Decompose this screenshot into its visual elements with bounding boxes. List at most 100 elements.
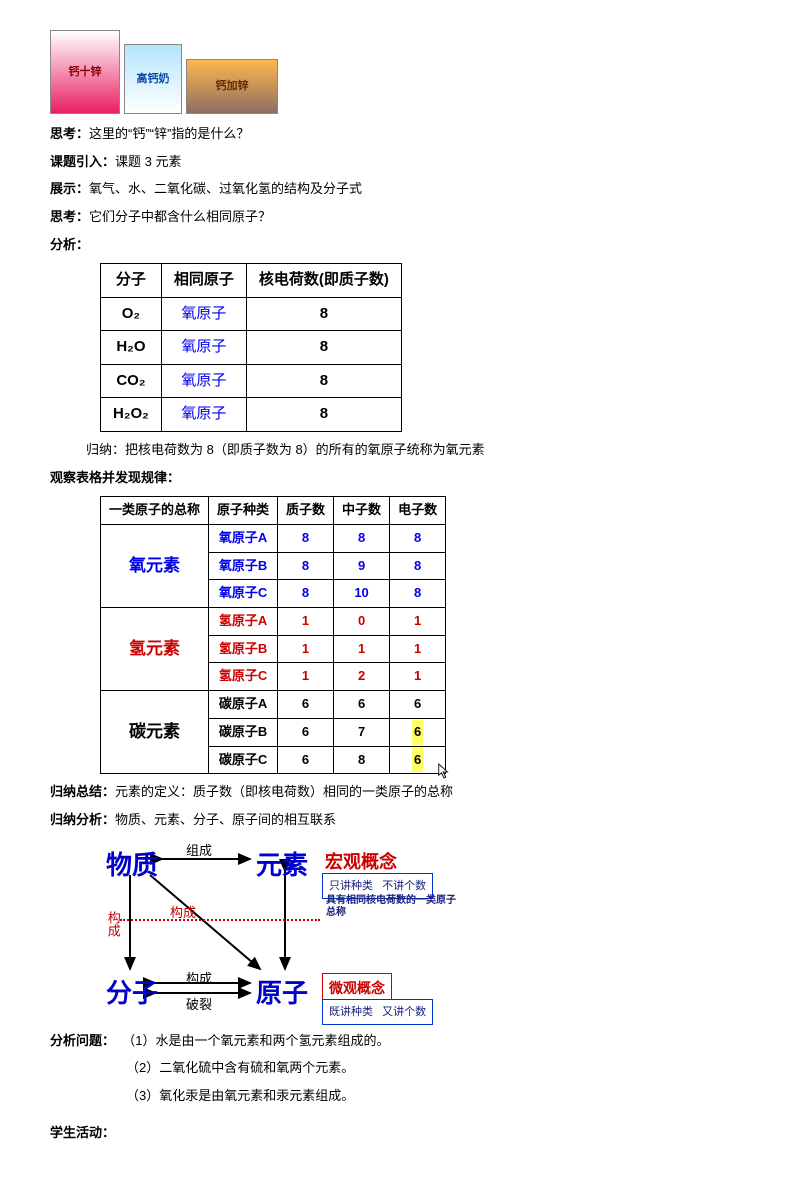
product-box-3: 钙加锌 xyxy=(186,59,278,114)
analyze-label: 分析： xyxy=(50,233,750,258)
t2-n: 1 xyxy=(334,635,390,663)
analyze2-line: 归纳分析：物质、元素、分子、原子间的相互联系 xyxy=(50,808,750,833)
t2-p: 6 xyxy=(278,718,334,746)
t2-p: 1 xyxy=(278,663,334,691)
t2-p: 1 xyxy=(278,635,334,663)
table-row: 分子 相同原子 核电荷数(即质子数) xyxy=(101,264,402,298)
t2-element: 碳元素 xyxy=(101,691,209,774)
table-row: H₂O₂氧原子8 xyxy=(101,398,402,432)
think-1-label: 思考： xyxy=(50,126,89,141)
t2-n: 2 xyxy=(334,663,390,691)
think-1: 思考：这里的“钙”“锌”指的是什么？ xyxy=(50,122,750,147)
table-1: 分子 相同原子 核电荷数(即质子数) O₂氧原子8 H₂O氧原子8 CO₂氧原子… xyxy=(100,263,402,432)
macro-sub: 具有相同核电荷数的一类原子总称 xyxy=(326,895,460,919)
t2-h4: 中子数 xyxy=(334,497,390,525)
table-row: O₂氧原子8 xyxy=(101,297,402,331)
node-yuanzi: 原子 xyxy=(256,969,308,1018)
t2-p: 6 xyxy=(278,691,334,719)
t2-atom: 碳原子C xyxy=(209,746,278,774)
dashed-divider xyxy=(120,919,320,921)
table-row: 碳元素碳原子A666 xyxy=(101,691,446,719)
t2-n: 6 xyxy=(334,691,390,719)
micro-box: 既讲种类 又讲个数 xyxy=(322,999,433,1026)
think-1-text: 这里的“钙”“锌”指的是什么？ xyxy=(89,126,249,141)
observe-label: 观察表格并发现规律： xyxy=(50,466,750,491)
q-label: 分析问题： xyxy=(50,1033,115,1048)
t2-atom: 氧原子B xyxy=(209,552,278,580)
t2-h1: 一类原子的总称 xyxy=(101,497,209,525)
think-2: 思考：它们分子中都含什么相同原子？ xyxy=(50,205,750,230)
t1-molecule: CO₂ xyxy=(101,364,162,398)
lbl-poli: 破裂 xyxy=(186,993,212,1018)
node-wuzhi: 物质 xyxy=(106,841,158,890)
think-2-text: 它们分子中都含什么相同原子？ xyxy=(89,209,271,224)
t1-h2: 相同原子 xyxy=(161,264,246,298)
product-box-1: 钙十锌 xyxy=(50,30,120,114)
t2-p: 8 xyxy=(278,552,334,580)
think-2-label: 思考： xyxy=(50,209,89,224)
t1-num: 8 xyxy=(246,297,401,331)
t2-element: 氢元素 xyxy=(101,608,209,691)
t1-h1: 分子 xyxy=(101,264,162,298)
t2-n: 8 xyxy=(334,746,390,774)
table-row: 一类原子的总称 原子种类 质子数 中子数 电子数 xyxy=(101,497,446,525)
q2: （2）二氧化硫中含有硫和氧两个元素。 xyxy=(50,1056,750,1081)
questions: 分析问题： （1）水是由一个氧元素和两个氢元素组成的。 xyxy=(50,1029,750,1054)
t1-num: 8 xyxy=(246,398,401,432)
t2-n: 9 xyxy=(334,552,390,580)
q3: （3）氧化汞是由氧元素和汞元素组成。 xyxy=(50,1084,750,1109)
t2-e: 8 xyxy=(390,525,446,553)
table-row: 氢元素氢原子A101 xyxy=(101,608,446,636)
summary-label: 归纳总结： xyxy=(50,784,115,799)
t2-e: 1 xyxy=(390,663,446,691)
t2-e: 6 xyxy=(390,746,446,774)
t2-p: 8 xyxy=(278,580,334,608)
t2-h3: 质子数 xyxy=(278,497,334,525)
node-fenzi: 分子 xyxy=(106,969,158,1018)
t2-n: 0 xyxy=(334,608,390,636)
t1-atom: 氧原子 xyxy=(161,398,246,432)
t2-e: 8 xyxy=(390,580,446,608)
induce-text: 归纳：把核电荷数为 8（即质子数为 8）的所有的氧原子统称为氧元素 xyxy=(50,438,750,463)
t2-atom: 碳原子B xyxy=(209,718,278,746)
cursor-icon xyxy=(437,763,451,779)
lbl-goucheng-1: 构成 xyxy=(100,911,125,937)
table-row: CO₂氧原子8 xyxy=(101,364,402,398)
t2-atom: 氢原子C xyxy=(209,663,278,691)
summary-text: 元素的定义：质子数（即核电荷数）相同的一类原子的总称 xyxy=(115,784,453,799)
t2-h2: 原子种类 xyxy=(209,497,278,525)
product-box-2: 高钙奶 xyxy=(124,44,182,114)
t1-molecule: O₂ xyxy=(101,297,162,331)
t2-h5: 电子数 xyxy=(390,497,446,525)
topic-text: 课题 3 元素 xyxy=(115,154,181,169)
analyze2-label: 归纳分析： xyxy=(50,812,115,827)
t2-atom: 氢原子A xyxy=(209,608,278,636)
t1-molecule: H₂O xyxy=(101,331,162,365)
t1-molecule: H₂O₂ xyxy=(101,398,162,432)
t1-h3: 核电荷数(即质子数) xyxy=(246,264,401,298)
t1-num: 8 xyxy=(246,331,401,365)
t2-p: 6 xyxy=(278,746,334,774)
t2-p: 8 xyxy=(278,525,334,553)
t2-p: 1 xyxy=(278,608,334,636)
t1-atom: 氧原子 xyxy=(161,331,246,365)
t2-atom: 碳原子A xyxy=(209,691,278,719)
lbl-goucheng-2: 构成 xyxy=(170,901,196,926)
table-row: 氧元素氧原子A888 xyxy=(101,525,446,553)
t1-num: 8 xyxy=(246,364,401,398)
t2-atom: 氧原子C xyxy=(209,580,278,608)
t2-e: 6 xyxy=(390,691,446,719)
t2-n: 10 xyxy=(334,580,390,608)
t2-n: 7 xyxy=(334,718,390,746)
t2-atom: 氢原子B xyxy=(209,635,278,663)
topic-intro: 课题引入：课题 3 元素 xyxy=(50,150,750,175)
lbl-goucheng-3: 构成 xyxy=(186,967,212,992)
t2-e: 6 xyxy=(390,718,446,746)
t2-element: 氧元素 xyxy=(101,525,209,608)
lbl-zucheng: 组成 xyxy=(186,839,212,864)
product-images: 钙十锌 高钙奶 钙加锌 xyxy=(50,30,750,114)
show-label: 展示： xyxy=(50,181,89,196)
table-2: 一类原子的总称 原子种类 质子数 中子数 电子数 氧元素氧原子A888 氧原子B… xyxy=(100,496,446,774)
t2-e: 1 xyxy=(390,608,446,636)
analyze2-text: 物质、元素、分子、原子间的相互联系 xyxy=(115,812,336,827)
